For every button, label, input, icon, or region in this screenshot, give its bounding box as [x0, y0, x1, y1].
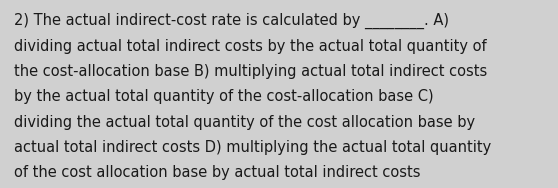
Text: actual total indirect costs D) multiplying the actual total quantity: actual total indirect costs D) multiplyi… — [14, 140, 491, 155]
Text: 2) The actual indirect-cost rate is calculated by ________. A): 2) The actual indirect-cost rate is calc… — [14, 13, 449, 29]
Text: dividing actual total indirect costs by the actual total quantity of: dividing actual total indirect costs by … — [14, 39, 487, 54]
Text: of the cost allocation base by actual total indirect costs: of the cost allocation base by actual to… — [14, 165, 420, 180]
Text: dividing the actual total quantity of the cost allocation base by: dividing the actual total quantity of th… — [14, 115, 475, 130]
Text: the cost-allocation base B) multiplying actual total indirect costs: the cost-allocation base B) multiplying … — [14, 64, 487, 79]
Text: by the actual total quantity of the cost-allocation base C): by the actual total quantity of the cost… — [14, 89, 434, 104]
